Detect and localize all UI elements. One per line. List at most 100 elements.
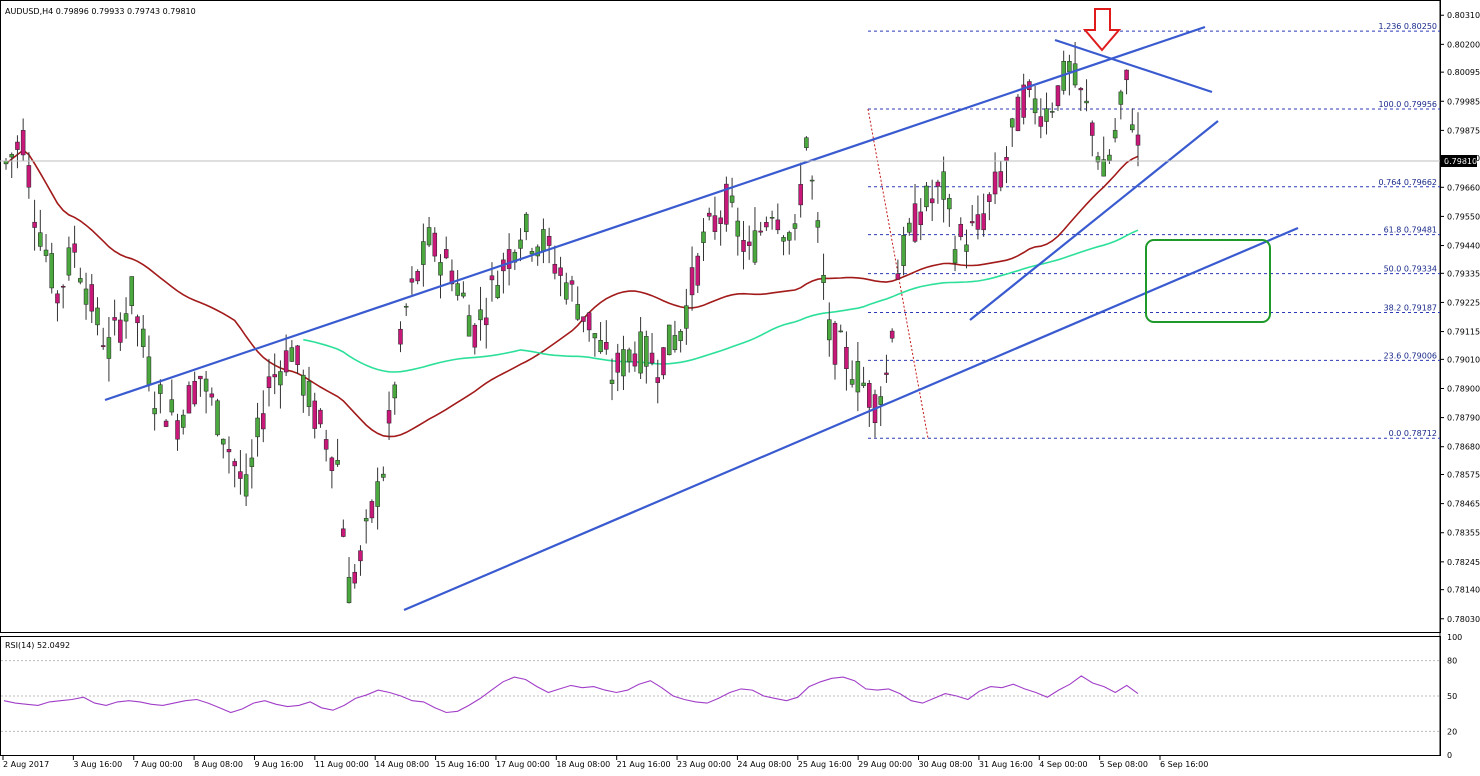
bull-candle — [66, 247, 72, 276]
symbol-info: AUDUSD,H4 0.79896 0.79933 0.79743 0.7981… — [5, 7, 196, 16]
bull-candle — [38, 232, 43, 247]
price-tick-label: 0.79335 — [1447, 269, 1480, 278]
fib-level-label: 1.236 0.80250 — [1378, 22, 1437, 31]
bull-candle — [592, 333, 598, 339]
fibonacci-levels[interactable]: 1.236 0.80250 100.0 0.79956 0.764 0.79662 6… — [867, 22, 1440, 439]
current-price-tag — [1441, 155, 1477, 167]
bull-candle — [203, 378, 209, 392]
bear-candle — [1124, 69, 1129, 81]
bear-candle — [443, 249, 449, 259]
bear-candle — [569, 280, 575, 285]
price-tick-label: 0.79770 — [1447, 154, 1480, 163]
bull-candle — [838, 330, 843, 333]
bull-candle — [306, 380, 312, 407]
bear-candle — [695, 255, 701, 286]
time-tick-label: 23 Aug 00:00 — [677, 760, 731, 769]
bear-candle — [1055, 85, 1061, 107]
bear-candle — [724, 183, 729, 225]
bear-candle — [998, 171, 1004, 188]
bear-candle — [506, 249, 512, 269]
bull-candle — [672, 335, 678, 351]
bull-candle — [438, 262, 443, 276]
bull-candle — [43, 249, 49, 256]
bear-candle — [232, 461, 237, 467]
bear-candle — [929, 198, 935, 204]
bear-candle — [341, 528, 346, 537]
bear-candle — [1090, 122, 1095, 136]
bear-candle — [186, 385, 192, 414]
bull-candle — [769, 217, 775, 219]
bear-candle — [32, 221, 37, 228]
bull-candle — [752, 230, 758, 263]
bear-candle — [741, 240, 746, 252]
bull-candle — [455, 283, 460, 296]
bear-candle — [706, 212, 712, 217]
bear-candle — [718, 217, 723, 224]
bull-candle — [9, 154, 14, 158]
bull-candle — [1049, 111, 1055, 113]
price-axis[interactable]: 0.80310 0.80200 0.80095 0.79985 0.79875 0.797… — [1440, 11, 1480, 624]
bear-candle — [689, 267, 695, 296]
fib-level-label: 23.6 0.79006 — [1384, 351, 1437, 360]
bear-candle — [764, 222, 769, 228]
bull-candle — [363, 518, 369, 522]
price-tick-label: 0.78245 — [1447, 558, 1480, 567]
rsi-tick-label: 100 — [1447, 633, 1462, 642]
bear-candle — [1015, 96, 1021, 132]
bear-candle — [987, 194, 992, 202]
rsi-pane — [0, 636, 1441, 756]
bull-candle — [1107, 154, 1112, 161]
price-tick-label: 0.79875 — [1447, 126, 1480, 135]
bear-candle — [89, 284, 95, 312]
bull-candle — [106, 337, 112, 359]
bull-candle — [243, 474, 249, 497]
bull-candle — [666, 324, 672, 356]
bull-candle — [146, 356, 152, 386]
bear-candle — [981, 213, 986, 231]
bull-candle — [638, 331, 643, 374]
price-tick-label: 0.79660 — [1447, 183, 1480, 192]
time-tick-label: 7 Aug 00:00 — [134, 760, 183, 769]
bear-candle — [369, 501, 375, 519]
bear-candle — [867, 382, 872, 408]
bear-candle — [26, 165, 32, 188]
bull-candle — [575, 304, 580, 320]
down-arrow-icon — [1082, 8, 1122, 52]
bear-candle — [415, 271, 420, 282]
support-zone-box[interactable] — [1145, 239, 1271, 323]
bull-candle — [221, 438, 226, 445]
bear-candle — [712, 215, 718, 232]
falling-resistance-trendline — [1054, 38, 1213, 94]
bull-candle — [346, 577, 352, 604]
bear-candle — [483, 317, 489, 326]
bear-candle — [975, 214, 981, 230]
bull-candle — [524, 213, 529, 233]
fast-moving-average-line — [303, 229, 1139, 373]
bull-candle — [541, 229, 546, 252]
time-axis[interactable]: 2 Aug 2017 3 Aug 16:00 7 Aug 00:00 8 Aug 08… — [2, 756, 1208, 769]
bear-candle — [323, 439, 329, 450]
bull-candle — [461, 292, 466, 297]
bear-candle — [312, 400, 317, 429]
bull-candle — [729, 195, 735, 203]
bull-candle — [152, 408, 157, 415]
bear-candle — [581, 316, 586, 322]
bull-candle — [83, 288, 89, 305]
bear-candle — [992, 171, 998, 195]
time-tick-label: 6 Sep 16:00 — [1160, 760, 1208, 769]
bull-candle — [1130, 124, 1135, 131]
bear-candle — [55, 293, 60, 304]
bear-candle — [958, 223, 964, 237]
bull-candle — [466, 315, 472, 337]
bull-candle — [529, 251, 535, 255]
trendlines[interactable] — [104, 25, 1299, 612]
bull-candle — [1072, 63, 1078, 86]
bull-candle — [626, 349, 632, 363]
bull-candle — [861, 382, 866, 386]
bull-candle — [701, 231, 706, 243]
bear-candle — [775, 219, 781, 231]
rsi-line — [3, 675, 1139, 714]
bull-candle — [1032, 98, 1038, 114]
